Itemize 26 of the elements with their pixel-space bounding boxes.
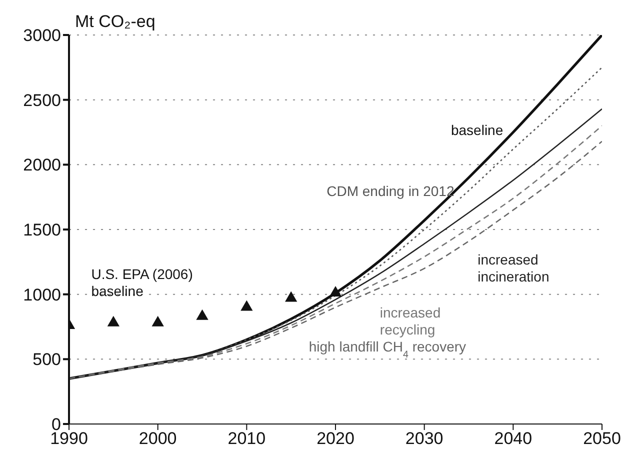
- y-tick-label: 2500: [23, 90, 61, 110]
- x-tick-label: 2010: [228, 429, 266, 448]
- point: [240, 300, 253, 311]
- series-label: increased recycling: [380, 304, 441, 338]
- series-label: CDM ending in 2012: [326, 182, 454, 199]
- y-tick-label: 3000: [23, 26, 61, 46]
- x-tick-label: 2020: [316, 429, 354, 448]
- text: increased incineration: [478, 252, 550, 285]
- point: [152, 316, 164, 326]
- y-tick-label: 2000: [23, 156, 61, 175]
- point: [107, 316, 120, 326]
- y-tick-label: 1000: [23, 285, 61, 304]
- point: [285, 291, 298, 302]
- point: [329, 286, 342, 297]
- x-tick-label: 2040: [494, 429, 532, 448]
- point: [196, 309, 208, 320]
- x-tick-label: 2000: [138, 429, 177, 448]
- y-tick-label: 500: [32, 350, 61, 370]
- series-label: high landfill CH$_{4}$ recovery: [308, 338, 466, 360]
- series-label: baseline: [450, 122, 504, 138]
- x-tick-label: 1990: [50, 429, 88, 448]
- series-label: U.S. EPA (2006) baseline: [91, 266, 193, 299]
- y-axis-title: Mt CO₂-eq: [75, 12, 156, 31]
- x-tick-label: 2030: [405, 429, 444, 448]
- x-tick-label: 2050: [583, 429, 621, 448]
- y-tick-label: 1500: [23, 220, 61, 240]
